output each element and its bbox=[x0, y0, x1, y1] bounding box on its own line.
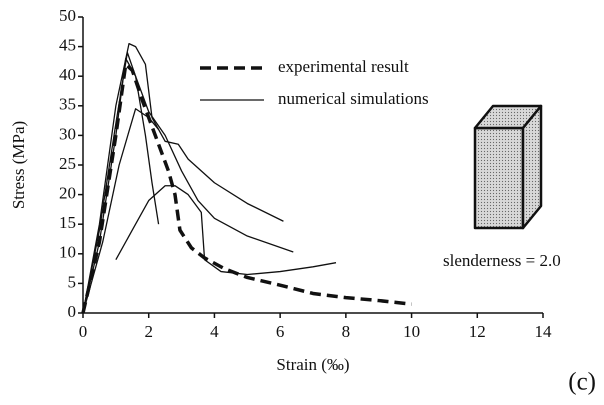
legend-label: experimental result bbox=[278, 57, 409, 76]
y-tick-label: 20 bbox=[59, 184, 76, 203]
y-axis-label: Stress (MPa) bbox=[9, 121, 28, 209]
y-tick-label: 10 bbox=[59, 243, 76, 262]
legend-label: numerical simulations bbox=[278, 89, 429, 108]
series-line bbox=[82, 42, 284, 314]
specimen-icon bbox=[473, 104, 543, 230]
y-tick-label: 50 bbox=[59, 6, 76, 25]
series-line bbox=[82, 57, 294, 314]
y-tick-label: 35 bbox=[59, 95, 76, 114]
x-axis-label: Strain (‰) bbox=[276, 355, 349, 374]
series-line bbox=[82, 108, 160, 314]
series-line bbox=[82, 51, 160, 314]
annotation: slenderness = 2.0 bbox=[443, 251, 561, 270]
panel-label: (c) bbox=[568, 369, 596, 396]
y-tick-label: 15 bbox=[59, 213, 76, 232]
x-tick-label: 4 bbox=[210, 322, 219, 341]
y-tick-label: 45 bbox=[59, 36, 76, 55]
x-tick-label: 0 bbox=[79, 322, 88, 341]
y-tick-label: 25 bbox=[59, 154, 76, 173]
y-tick-label: 0 bbox=[68, 302, 77, 321]
series-line bbox=[115, 185, 337, 276]
series-line bbox=[81, 62, 412, 314]
x-tick-label: 14 bbox=[535, 322, 553, 341]
x-tick-label: 10 bbox=[403, 322, 420, 341]
x-tick-label: 8 bbox=[342, 322, 351, 341]
y-tick-label: 40 bbox=[59, 65, 76, 84]
x-tick-label: 6 bbox=[276, 322, 285, 341]
y-tick-label: 5 bbox=[68, 272, 77, 291]
x-tick-label: 2 bbox=[144, 322, 153, 341]
y-tick-label: 30 bbox=[59, 124, 76, 143]
x-tick-label: 12 bbox=[469, 322, 486, 341]
